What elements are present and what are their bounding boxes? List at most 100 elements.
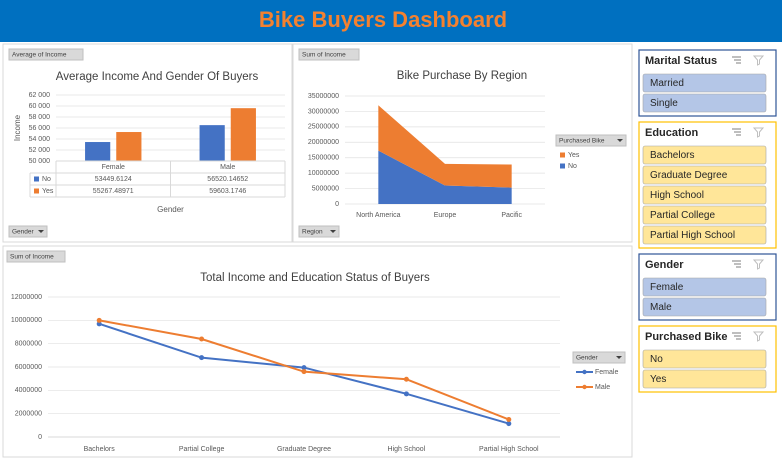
marker (403, 376, 409, 382)
y-tick-label: 52 000 (29, 147, 51, 154)
x-tick-label: Europe (434, 212, 457, 219)
x-tick-label: Bachelors (84, 446, 116, 453)
x-tick-label: Graduate Degree (277, 446, 331, 453)
legend-swatch (560, 152, 565, 158)
y-tick-label: 54 000 (29, 136, 51, 143)
slicer-title: Gender (645, 259, 684, 271)
table-value: 59603.1746 (209, 188, 246, 195)
chart-title: Average Income And Gender Of Buyers (56, 71, 259, 83)
legend-label: No (568, 163, 577, 170)
slicer-item-label: No (650, 354, 663, 365)
y-tick-label: 30000000 (308, 108, 339, 115)
y-tick-label: 0 (335, 201, 339, 208)
table-value: 56520.14652 (207, 176, 248, 183)
y-tick-label: 62 000 (29, 92, 51, 99)
slicer-item[interactable] (642, 297, 767, 317)
marker (506, 421, 512, 427)
y-tick-label: 15000000 (308, 155, 339, 162)
legend-swatch (34, 188, 39, 194)
field-button[interactable] (8, 225, 48, 238)
slicer-item-label: Partial College (650, 210, 715, 221)
marker (506, 417, 512, 422)
dropdown-arrow (617, 139, 623, 142)
legend-swatch (34, 176, 39, 182)
slicer-item[interactable] (642, 185, 767, 205)
y-tick-label: 10000000 (308, 170, 339, 177)
banner (0, 0, 782, 42)
panel (292, 43, 633, 243)
panel (2, 43, 293, 243)
slicer-item-label: Female (650, 282, 684, 293)
x-axis-label: Gender (157, 205, 184, 214)
y-tick-label: 50 000 (29, 158, 51, 165)
slicer-item-label: Single (650, 98, 678, 109)
slicer-item[interactable] (642, 369, 767, 389)
field-button[interactable] (8, 48, 84, 61)
legend-marker (582, 384, 587, 390)
slicer-item[interactable] (642, 145, 767, 165)
field-button[interactable] (6, 250, 66, 263)
clear-filter-icon[interactable] (752, 331, 765, 342)
marker (96, 321, 102, 327)
slicer-item-label: Married (650, 78, 684, 89)
chart-title: Bike Purchase By Region (397, 70, 527, 82)
multi-select-icon[interactable] (732, 260, 741, 268)
field-button[interactable] (298, 48, 360, 61)
field-button-label: Average of Income (12, 52, 67, 59)
y-tick-label: 58 000 (29, 114, 51, 121)
field-button-label: Sum of Income (10, 254, 54, 261)
x-tick-label: Pacific (501, 212, 522, 219)
legend-title-button[interactable] (555, 134, 627, 147)
y-tick-label: 56 000 (29, 125, 51, 132)
slicer-item[interactable] (642, 93, 767, 113)
slicer-item[interactable] (642, 277, 767, 297)
marker (96, 317, 102, 323)
slicer-item-label: Bachelors (650, 150, 694, 161)
panel (2, 245, 633, 458)
clear-filter-icon[interactable] (752, 127, 765, 138)
y-tick-label: 8000000 (15, 341, 42, 348)
slicer-item[interactable] (642, 225, 767, 245)
legend-swatch (560, 163, 565, 169)
slicer-title: Purchased Bike (645, 331, 728, 343)
bar (85, 142, 111, 161)
legend-label: No (42, 176, 51, 183)
slicer-title: Marital Status (645, 55, 717, 67)
slicer-item[interactable] (642, 165, 767, 185)
bar (199, 125, 225, 161)
multi-select-icon[interactable] (732, 56, 741, 64)
dropdown-arrow (616, 356, 622, 359)
bar (116, 132, 142, 161)
marker (199, 336, 205, 342)
chart-title: Total Income and Education Status of Buy… (200, 272, 430, 284)
table-value: 55267.48971 (93, 188, 134, 195)
slicer-item[interactable] (642, 349, 767, 369)
y-tick-label: 2000000 (15, 411, 42, 418)
x-tick-label: High School (388, 446, 426, 453)
slicer-item-label: Yes (650, 374, 666, 385)
y-tick-label: 6000000 (15, 364, 42, 371)
y-tick-label: 10000000 (11, 317, 42, 324)
multi-select-icon[interactable] (732, 332, 741, 340)
x-tick-label: Partial College (179, 446, 225, 453)
slicer-item-label: High School (650, 190, 704, 201)
clear-filter-icon[interactable] (752, 259, 765, 270)
legend-title-button[interactable] (572, 351, 626, 364)
slicer-item-label: Partial High School (650, 230, 735, 241)
x-tick-label: Partial High School (479, 446, 539, 453)
dropdown-arrow (330, 230, 336, 233)
multi-select-icon[interactable] (732, 128, 741, 136)
clear-filter-icon[interactable] (752, 55, 765, 66)
y-tick-label: 12000000 (11, 294, 42, 301)
y-tick-label: 60 000 (29, 103, 51, 110)
bar (230, 108, 256, 161)
y-tick-label: 25000000 (308, 124, 339, 131)
legend-label: Yes (42, 188, 54, 195)
legend-title: Purchased Bike (559, 138, 605, 145)
field-button[interactable] (298, 225, 340, 238)
slicer-item[interactable] (642, 205, 767, 225)
table-value: 53449.6124 (95, 176, 132, 183)
y-tick-label: 0 (38, 434, 42, 441)
slicer-item[interactable] (642, 73, 767, 93)
